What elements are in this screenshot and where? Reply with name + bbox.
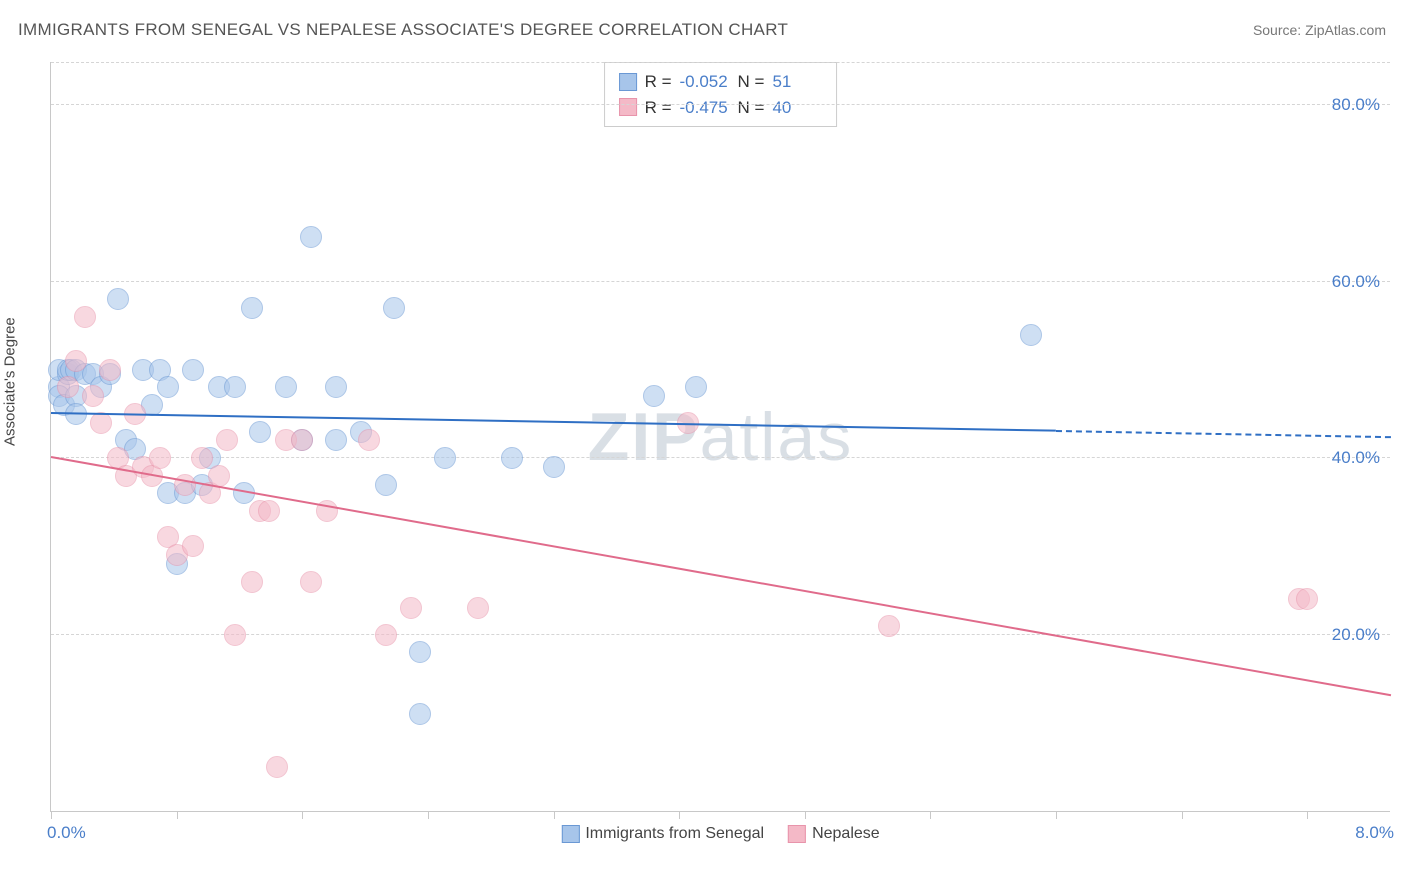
scatter-point — [182, 359, 204, 381]
legend-swatch-icon — [561, 825, 579, 843]
scatter-point — [685, 376, 707, 398]
legend-item: Immigrants from Senegal — [561, 825, 764, 843]
n-label: N = — [738, 69, 765, 95]
chart-container: IMMIGRANTS FROM SENEGAL VS NEPALESE ASSO… — [0, 0, 1406, 892]
x-tick — [930, 811, 931, 819]
scatter-point — [409, 703, 431, 725]
gridline — [51, 62, 1390, 63]
x-max-label: 8.0% — [1355, 823, 1394, 843]
scatter-point — [107, 288, 129, 310]
x-tick — [1056, 811, 1057, 819]
scatter-point — [74, 306, 96, 328]
scatter-point — [241, 297, 263, 319]
source-label: Source: ZipAtlas.com — [1253, 22, 1386, 38]
scatter-point — [174, 474, 196, 496]
trend-line — [51, 412, 1056, 432]
scatter-point — [300, 571, 322, 593]
scatter-point — [258, 500, 280, 522]
legend-swatch-icon — [788, 825, 806, 843]
gridline — [51, 281, 1390, 282]
chart-title: IMMIGRANTS FROM SENEGAL VS NEPALESE ASSO… — [18, 20, 788, 40]
scatter-point — [266, 756, 288, 778]
scatter-point — [99, 359, 121, 381]
scatter-point — [467, 597, 489, 619]
scatter-point — [325, 376, 347, 398]
x-tick — [302, 811, 303, 819]
scatter-point — [149, 447, 171, 469]
n-value: 40 — [772, 95, 822, 121]
watermark-bold: ZIP — [588, 399, 700, 475]
plot-area: ZIPatlas R = -0.052 N = 51 R = -0.475 N … — [50, 62, 1390, 812]
r-value: -0.052 — [680, 69, 730, 95]
scatter-point — [57, 376, 79, 398]
legend-stats-row: R = -0.475 N = 40 — [619, 95, 823, 121]
gridline — [51, 457, 1390, 458]
x-tick — [51, 811, 52, 819]
legend-stats-row: R = -0.052 N = 51 — [619, 69, 823, 95]
x-tick — [1307, 811, 1308, 819]
y-tick-label: 60.0% — [1332, 272, 1380, 292]
scatter-point — [300, 226, 322, 248]
legend-swatch-icon — [619, 73, 637, 91]
scatter-point — [400, 597, 422, 619]
scatter-point — [65, 350, 87, 372]
legend-stats-box: R = -0.052 N = 51 R = -0.475 N = 40 — [604, 62, 838, 127]
scatter-point — [643, 385, 665, 407]
y-tick-label: 40.0% — [1332, 448, 1380, 468]
x-tick — [679, 811, 680, 819]
scatter-point — [224, 376, 246, 398]
x-tick — [1182, 811, 1183, 819]
scatter-point — [358, 429, 380, 451]
scatter-point — [241, 571, 263, 593]
scatter-point — [325, 429, 347, 451]
legend-bottom: Immigrants from Senegal Nepalese — [561, 825, 879, 843]
trend-line — [1056, 430, 1391, 438]
scatter-point — [82, 385, 104, 407]
gridline — [51, 104, 1390, 105]
scatter-point — [434, 447, 456, 469]
y-tick-label: 20.0% — [1332, 625, 1380, 645]
scatter-point — [182, 535, 204, 557]
legend-label: Immigrants from Senegal — [585, 825, 764, 843]
watermark: ZIPatlas — [588, 398, 853, 476]
r-label: R = — [645, 95, 672, 121]
x-tick — [805, 811, 806, 819]
scatter-point — [216, 429, 238, 451]
r-label: R = — [645, 69, 672, 95]
legend-label: Nepalese — [812, 825, 880, 843]
scatter-point — [1296, 588, 1318, 610]
scatter-point — [543, 456, 565, 478]
x-min-label: 0.0% — [47, 823, 86, 843]
legend-swatch-icon — [619, 98, 637, 116]
scatter-point — [275, 376, 297, 398]
x-tick — [428, 811, 429, 819]
y-tick-label: 80.0% — [1332, 95, 1380, 115]
x-tick — [554, 811, 555, 819]
scatter-point — [878, 615, 900, 637]
scatter-point — [224, 624, 246, 646]
scatter-point — [191, 447, 213, 469]
x-tick — [177, 811, 178, 819]
watermark-rest: atlas — [700, 399, 854, 475]
legend-item: Nepalese — [788, 825, 880, 843]
scatter-point — [157, 376, 179, 398]
gridline — [51, 634, 1390, 635]
n-label: N = — [738, 95, 765, 121]
scatter-point — [90, 412, 112, 434]
scatter-point — [501, 447, 523, 469]
scatter-point — [383, 297, 405, 319]
scatter-point — [375, 624, 397, 646]
n-value: 51 — [772, 69, 822, 95]
scatter-point — [291, 429, 313, 451]
scatter-point — [1020, 324, 1042, 346]
scatter-point — [249, 421, 271, 443]
scatter-point — [409, 641, 431, 663]
r-value: -0.475 — [680, 95, 730, 121]
y-axis-label: Associate's Degree — [2, 317, 19, 446]
scatter-point — [375, 474, 397, 496]
